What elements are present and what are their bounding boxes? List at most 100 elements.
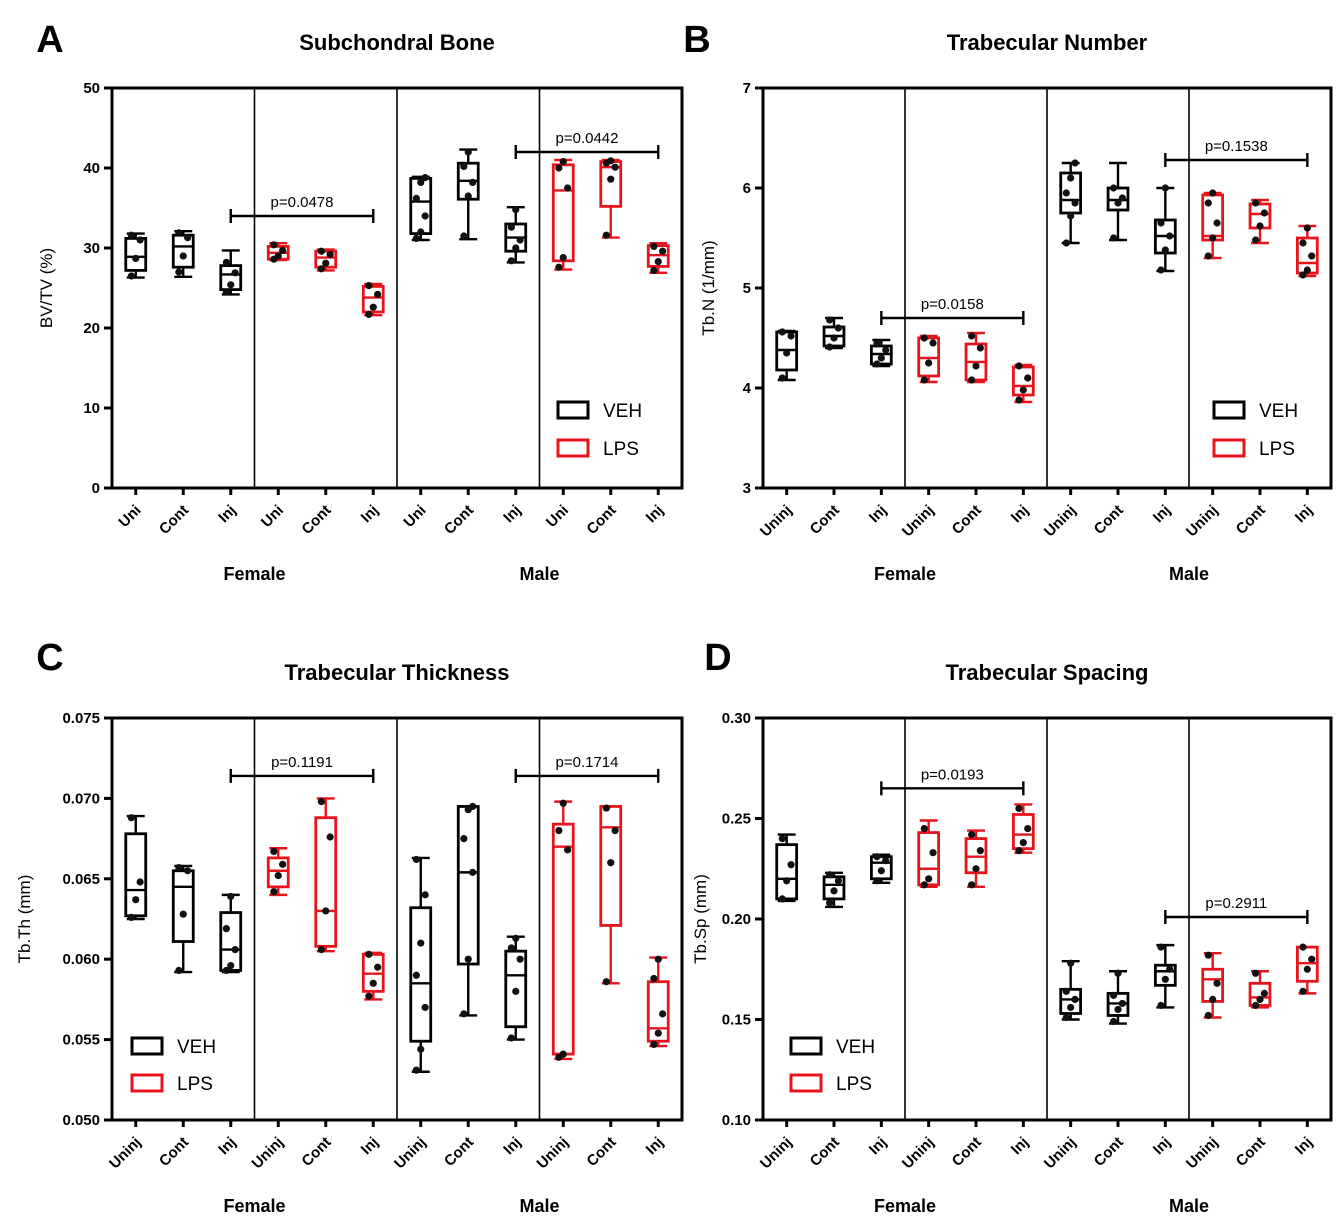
box-5 [964, 331, 988, 384]
comparison-bracket: p=0.1714 [514, 754, 660, 783]
data-point [1308, 252, 1316, 260]
data-point [654, 258, 662, 266]
box-6 [1011, 803, 1035, 855]
data-point [175, 268, 183, 276]
box-6 [1011, 362, 1035, 404]
box-2 [171, 229, 195, 278]
p-value-label: p=0.0193 [921, 766, 984, 783]
box-1 [124, 231, 148, 280]
box-3 [869, 853, 893, 885]
p-value-label: p=0.1714 [556, 754, 619, 771]
box-11 [599, 804, 623, 986]
x-tick-label: Cont [298, 502, 334, 538]
box-iqr [124, 832, 148, 918]
box-8 [456, 148, 480, 241]
data-point [607, 859, 615, 867]
data-point [778, 328, 786, 336]
x-tick-label: Uninj [899, 1134, 938, 1173]
data-point [968, 830, 976, 839]
data-point [976, 344, 984, 352]
data-point [1204, 199, 1212, 207]
box-iqr [504, 949, 528, 1029]
p-value-label: p=0.2911 [1205, 895, 1267, 912]
data-point [322, 907, 330, 915]
legend-swatch [1212, 400, 1246, 420]
data-point [650, 974, 658, 983]
data-point [270, 888, 278, 896]
data-point [270, 847, 278, 856]
data-point [1062, 239, 1070, 247]
chart-title: Subchondral Bone [299, 30, 495, 55]
x-tick-label: Inj [1008, 1134, 1032, 1158]
data-point [873, 853, 881, 861]
panel-a: A Subchondral Bone BV/TV (%) 0 10 20 30 40 50 Uni… [36, 19, 684, 584]
data-point [559, 254, 567, 262]
x-tick-label: Uninj [899, 502, 938, 541]
data-point [1299, 239, 1307, 247]
box-iqr [917, 831, 941, 887]
box-2 [822, 871, 846, 909]
data-point [873, 877, 881, 885]
data-point [1209, 234, 1217, 242]
data-point [925, 359, 933, 367]
x-tick-label: Uni [258, 502, 287, 531]
y-tick-label: 0.060 [62, 951, 100, 968]
data-point [1015, 847, 1023, 855]
y-tick-label: 6 [743, 180, 751, 197]
data-point [1067, 1003, 1075, 1012]
group-label-female: Female [874, 1196, 936, 1216]
p-value-label: p=0.1538 [1205, 138, 1268, 155]
data-point [317, 945, 325, 954]
data-point [1161, 246, 1169, 254]
data-point [1213, 979, 1221, 987]
data-point [1114, 1005, 1122, 1014]
data-point [222, 288, 230, 296]
data-point [972, 865, 980, 873]
y-tick-label: 3 [743, 480, 751, 497]
data-point [507, 223, 515, 231]
data-point [369, 979, 377, 987]
x-tick-label: Uni [543, 502, 572, 531]
data-point [555, 263, 563, 271]
legend-item-veh: VEH [789, 1036, 875, 1058]
data-point [659, 1010, 667, 1018]
data-point [369, 303, 377, 311]
box-iqr [219, 911, 243, 972]
x-tick-label: Inj [1292, 1134, 1316, 1158]
data-point [469, 868, 477, 876]
data-point [1110, 1017, 1118, 1026]
box-2 [171, 863, 195, 975]
box-7 [409, 855, 433, 1074]
x-tick-label: Cont [949, 1134, 985, 1170]
data-point [972, 362, 980, 370]
panel-letter: A [36, 19, 63, 61]
data-point [417, 178, 425, 186]
data-point [507, 257, 515, 265]
box-iqr [1011, 365, 1035, 397]
data-point [650, 266, 658, 274]
legend-item-veh: VEH [556, 400, 642, 422]
p-value-label: p=0.1191 [271, 754, 333, 771]
data-point [555, 826, 563, 835]
data-point [464, 955, 472, 963]
box-iqr [361, 284, 385, 314]
data-point [179, 252, 187, 260]
x-tick-label: Cont [1091, 1134, 1127, 1170]
y-tick-label: 40 [83, 160, 100, 177]
data-point [1303, 224, 1311, 232]
data-point [611, 826, 619, 835]
x-tick-label: Inj [358, 1134, 382, 1158]
data-point [317, 265, 325, 273]
y-tick-label: 0.065 [62, 871, 100, 888]
y-axis-label: Tb.N (1/mm) [699, 240, 718, 335]
data-point [326, 250, 334, 258]
panel-d: D Trabecular Spacing Tb.Sp (mm) 0.10 0.15 0.2… [691, 637, 1333, 1216]
box-iqr [646, 980, 670, 1043]
data-point [1062, 987, 1070, 995]
data-point [555, 164, 563, 172]
x-tick-label: Cont [441, 502, 477, 538]
y-tick-label: 0.055 [62, 1032, 100, 1049]
data-point [602, 231, 610, 239]
y-axis-label: Tb.Sp (mm) [691, 874, 710, 964]
